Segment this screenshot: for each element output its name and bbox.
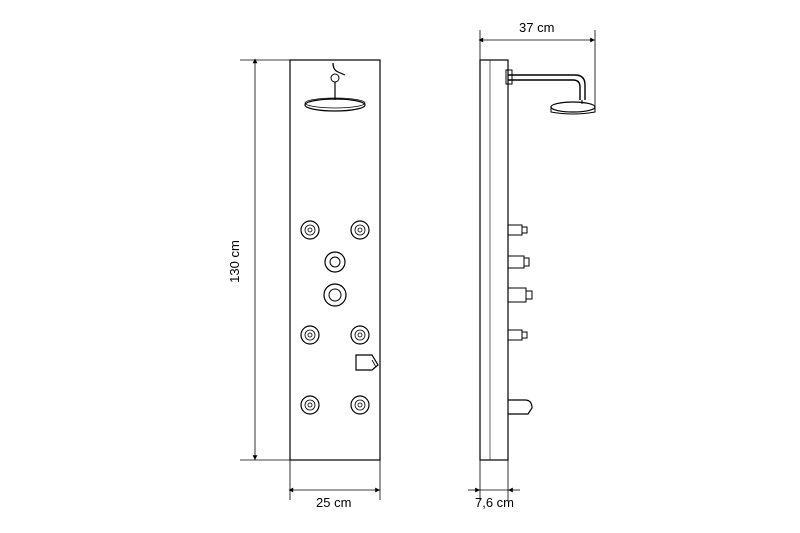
shower-head-front xyxy=(305,63,365,111)
label-height: 130 cm xyxy=(227,240,242,283)
diagram-svg xyxy=(0,0,800,533)
side-view xyxy=(480,60,595,460)
shower-arm-side xyxy=(506,70,595,114)
side-knobs xyxy=(508,225,532,340)
front-view xyxy=(290,60,380,460)
tub-spout-side xyxy=(508,400,532,414)
control-knobs xyxy=(324,252,346,306)
dim-depth xyxy=(480,30,595,107)
dim-width xyxy=(290,460,380,500)
label-width: 25 cm xyxy=(316,495,351,510)
technical-diagram: 130 cm 25 cm 37 cm 7,6 cm xyxy=(0,0,800,533)
label-thickness: 7,6 cm xyxy=(475,495,514,510)
body-jets xyxy=(301,221,369,414)
dim-thickness xyxy=(468,460,520,500)
tub-spout-front xyxy=(356,355,378,370)
dim-height xyxy=(240,60,290,460)
label-depth: 37 cm xyxy=(519,20,554,35)
